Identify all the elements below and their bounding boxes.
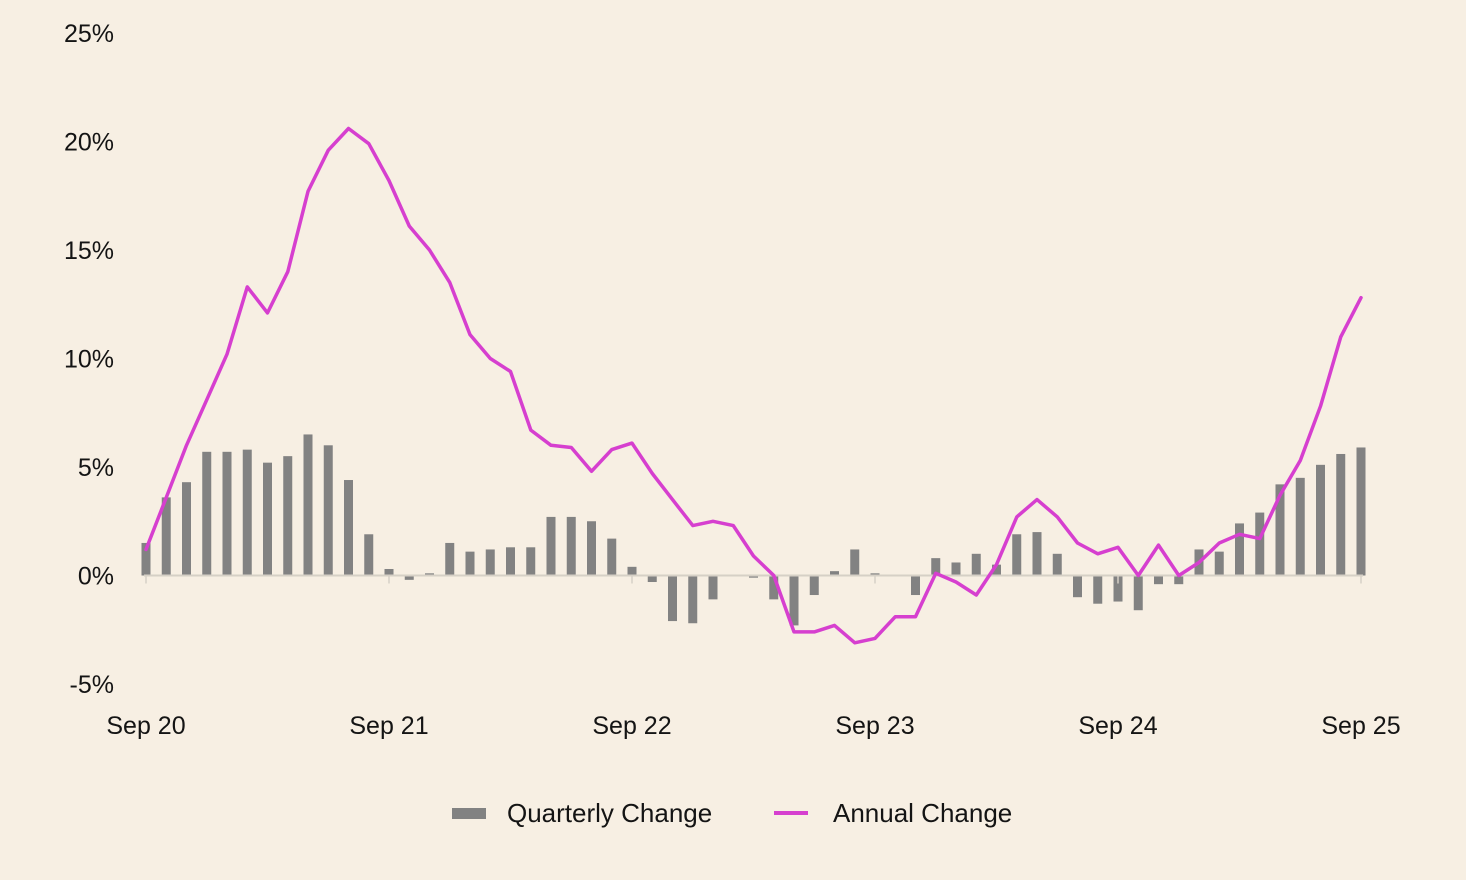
x-tick-labels: Sep 20 Sep 21 Sep 22 Sep 23 Sep 24 Sep 25 (106, 712, 1400, 740)
bar-quarterly (1295, 477, 1305, 576)
bar-quarterly (182, 482, 191, 576)
x-tick-label: Sep 24 (1078, 712, 1157, 740)
bar-quarterly (242, 449, 252, 576)
bar-quarterly (526, 547, 536, 576)
bar-quarterly (425, 573, 434, 576)
legend-swatch-quarterly (452, 808, 486, 819)
bar-quarterly (1235, 523, 1244, 576)
y-tick-label: 5% (78, 454, 114, 482)
bar-quarterly (870, 573, 880, 576)
legend-label-quarterly: Quarterly Change (507, 798, 712, 828)
bar-quarterly (647, 575, 657, 583)
bar-quarterly (1032, 532, 1042, 576)
legend: Quarterly Change Annual Change (452, 798, 1012, 828)
x-tick-label: Sep 20 (106, 712, 185, 740)
bar-quarterly (971, 553, 981, 576)
bar-quarterly (404, 575, 414, 580)
bar-quarterly (1316, 464, 1325, 576)
bar-quarterly (465, 551, 475, 576)
bar-quarterly (546, 516, 556, 576)
bar-quarterly (1214, 551, 1224, 576)
y-tick-label: -5% (70, 671, 114, 699)
bar-quarterly (263, 462, 272, 576)
legend-label-annual: Annual Change (833, 798, 1012, 828)
bar-quarterly (809, 575, 819, 596)
series-line-annual (144, 126, 1363, 645)
bar-quarterly (1356, 447, 1366, 576)
bar-quarterly (222, 451, 232, 576)
bar-quarterly (303, 434, 313, 576)
y-tick-label: 20% (64, 129, 114, 157)
bar-quarterly (384, 568, 394, 576)
bar-quarterly (344, 480, 353, 576)
bar-quarterly (1154, 575, 1163, 585)
bar-quarterly (141, 542, 151, 576)
x-tick-label: Sep 22 (592, 712, 671, 740)
x-tick-label: Sep 21 (349, 712, 428, 740)
bar-quarterly (931, 558, 941, 576)
bar-quarterly (566, 516, 576, 576)
x-tick-label: Sep 25 (1321, 712, 1400, 740)
bar-quarterly (1093, 575, 1103, 604)
bar-quarterly (485, 549, 495, 576)
y-tick-label: 15% (64, 237, 114, 265)
bar-quarterly (769, 575, 779, 600)
bar-quarterly (445, 542, 455, 576)
bar-quarterly (161, 497, 171, 576)
bar-quarterly (1052, 553, 1062, 576)
bar-quarterly (830, 571, 839, 576)
bar-quarterly (708, 575, 718, 600)
y-tick-label: 25% (64, 20, 114, 48)
bar-quarterly (911, 575, 920, 596)
bar-quarterly (1133, 575, 1143, 611)
bar-quarterly (607, 538, 617, 576)
bar-quarterly (202, 451, 212, 576)
annual-line (144, 126, 1363, 645)
x-tick-label: Sep 23 (835, 712, 914, 740)
bar-quarterly (323, 445, 333, 576)
bar-quarterly (1012, 534, 1022, 576)
y-tick-label: 0% (78, 563, 114, 591)
bar-quarterly (587, 521, 596, 576)
bar-quarterly (688, 575, 698, 624)
bar-quarterly (506, 547, 515, 576)
bar-quarterly (1275, 484, 1285, 576)
bar-quarterly (627, 566, 637, 576)
y-tick-label: 10% (64, 346, 114, 374)
bar-quarterly (283, 456, 293, 576)
bar-quarterly (1113, 575, 1123, 602)
quarterly-bars (141, 434, 1366, 626)
bar-quarterly (1336, 453, 1346, 576)
bar-quarterly (1073, 575, 1082, 598)
bar-quarterly (668, 575, 677, 622)
x-axis (144, 574, 1363, 584)
bar-quarterly (1174, 575, 1184, 585)
bar-quarterly (789, 575, 799, 626)
bar-quarterly (951, 562, 961, 576)
bar-quarterly (364, 534, 374, 576)
bar-quarterly (992, 564, 1001, 576)
bar-quarterly (850, 549, 860, 576)
bar-quarterly (749, 575, 758, 578)
bar-quarterly (1255, 512, 1265, 576)
y-axis: 25% 20% 15% 10% 5% 0% -5% (64, 20, 114, 699)
